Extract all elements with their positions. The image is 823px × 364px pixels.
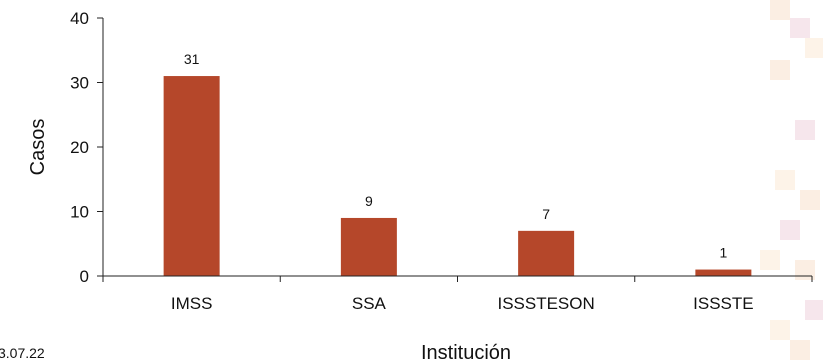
pattern-square (790, 340, 810, 360)
x-tick-label: IMSS (171, 294, 213, 313)
pattern-square (770, 0, 790, 20)
pattern-square (770, 60, 790, 80)
y-tick-label: 40 (70, 9, 89, 28)
footnote-text: 3.07.22 (0, 345, 45, 361)
y-tick-label: 0 (80, 267, 89, 286)
bar-isssteson (518, 230, 575, 276)
data-label-isssteson: 7 (542, 206, 550, 222)
pattern-square (800, 190, 820, 210)
x-tick-label: ISSSTE (693, 294, 753, 313)
pattern-square (805, 300, 823, 320)
y-tick-label: 30 (70, 74, 89, 93)
y-ticks: 0 10 20 30 40 (70, 9, 103, 286)
data-label-issste: 1 (719, 245, 727, 261)
bar-issste (695, 269, 752, 276)
x-ticks: IMSS SSA ISSSTESON ISSSTE (102, 276, 813, 313)
pattern-square (770, 320, 790, 340)
data-labels: 31 9 7 1 (184, 51, 728, 260)
data-label-ssa: 9 (365, 193, 373, 209)
pattern-square (805, 38, 823, 58)
bar-ssa (340, 217, 397, 276)
x-axis-title: Institución (421, 342, 511, 364)
bar-imss (163, 76, 220, 276)
bars (163, 76, 752, 276)
data-label-imss: 31 (184, 51, 200, 67)
pattern-square (760, 250, 780, 270)
background-pattern (760, 0, 823, 360)
pattern-square (795, 120, 815, 140)
pattern-square (795, 260, 815, 280)
pattern-square (790, 18, 810, 38)
x-tick-label: ISSSTESON (497, 294, 594, 313)
pattern-square (780, 220, 800, 240)
y-tick-label: 10 (70, 203, 89, 222)
pattern-square (775, 170, 795, 190)
y-axis-title: Casos (27, 119, 49, 176)
y-tick-label: 20 (70, 138, 89, 157)
x-tick-label: SSA (352, 294, 387, 313)
